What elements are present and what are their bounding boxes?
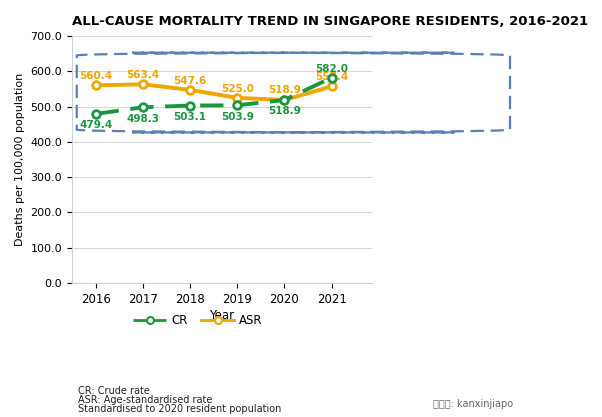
Text: 563.4: 563.4	[126, 70, 160, 80]
Text: ALL-CAUSE MORTALITY TREND IN SINGAPORE RESIDENTS, 2016-2021: ALL-CAUSE MORTALITY TREND IN SINGAPORE R…	[72, 15, 588, 28]
Legend: CR, ASR: CR, ASR	[128, 309, 267, 332]
Text: CR: Crude rate: CR: Crude rate	[78, 386, 150, 396]
X-axis label: Year: Year	[209, 309, 234, 322]
Text: 560.4: 560.4	[79, 71, 112, 81]
Text: 547.6: 547.6	[173, 75, 206, 85]
Text: 557.4: 557.4	[315, 72, 348, 82]
Text: 503.9: 503.9	[221, 112, 253, 122]
Text: 微信号: kanxinjiapo: 微信号: kanxinjiapo	[433, 399, 514, 409]
Text: ASR: Age-standardised rate: ASR: Age-standardised rate	[78, 395, 213, 405]
Text: 479.4: 479.4	[79, 120, 112, 130]
Text: Standardised to 2020 resident population: Standardised to 2020 resident population	[78, 404, 282, 414]
Text: 518.9: 518.9	[268, 85, 301, 95]
Text: 582.0: 582.0	[315, 63, 348, 73]
Text: 503.1: 503.1	[173, 112, 206, 122]
Text: 498.3: 498.3	[126, 113, 160, 123]
Y-axis label: Deaths per 100,000 population: Deaths per 100,000 population	[15, 73, 25, 246]
Text: 525.0: 525.0	[221, 84, 253, 93]
Text: 518.9: 518.9	[268, 106, 301, 116]
